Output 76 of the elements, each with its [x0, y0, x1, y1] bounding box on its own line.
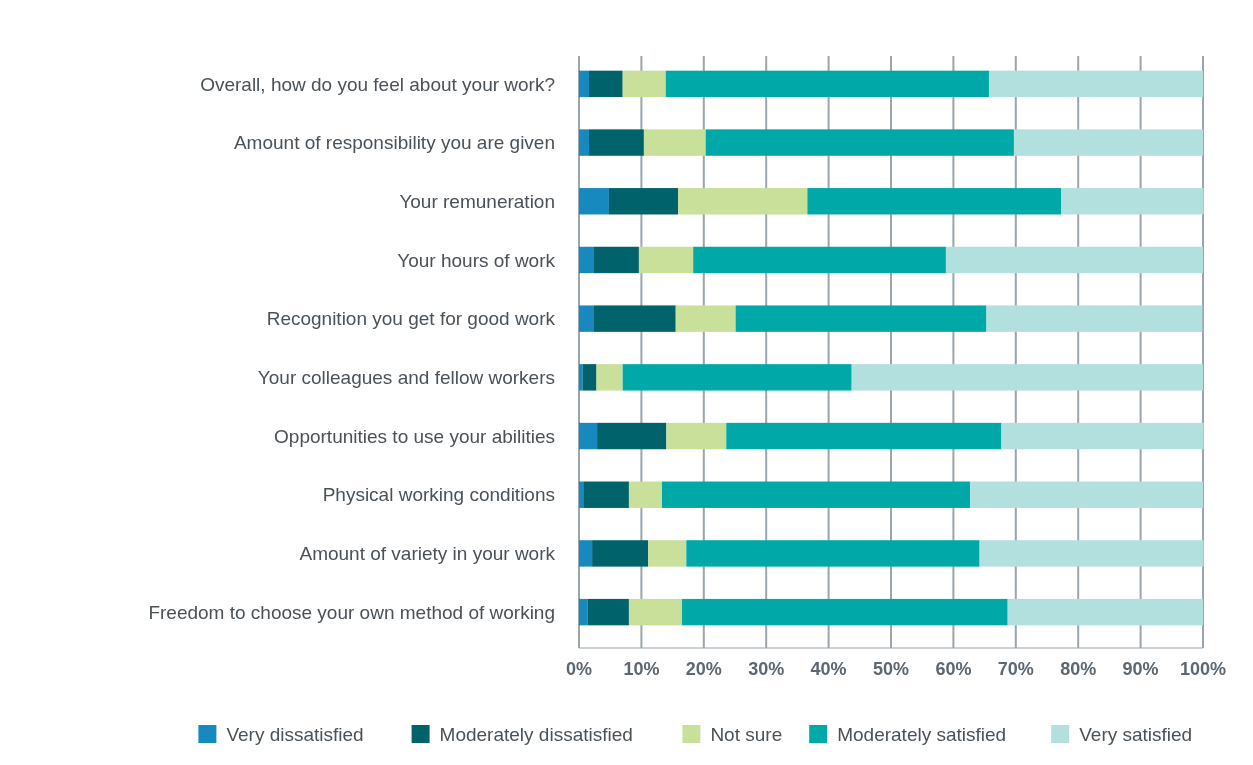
- bar: [593, 246, 639, 274]
- bar: [597, 422, 667, 450]
- x-tick-label: 20%: [685, 659, 722, 679]
- legend-label: Very dissatisfied: [226, 723, 364, 745]
- legend-label: Not sure: [710, 723, 783, 745]
- bar: [622, 70, 666, 98]
- y-tick-label: Freedom to choose your own method of working: [148, 601, 555, 623]
- bar: [622, 364, 852, 391]
- bar: [579, 422, 598, 450]
- x-tick-label: 100%: [1179, 659, 1227, 679]
- bar: [608, 188, 679, 215]
- bar: [592, 540, 649, 567]
- bar: [648, 540, 687, 567]
- bar: [851, 364, 1203, 391]
- bar: [681, 598, 1008, 626]
- bar: [582, 364, 597, 391]
- bar: [579, 129, 589, 156]
- bar: [675, 305, 736, 332]
- bar: [693, 246, 946, 274]
- x-tick-label: 60%: [935, 659, 972, 679]
- bar: [661, 481, 971, 508]
- bar: [579, 188, 609, 215]
- bar: [588, 129, 644, 156]
- x-tick-label: 10%: [623, 659, 660, 679]
- bar: [579, 305, 594, 332]
- x-tick-label: 30%: [748, 659, 785, 679]
- bar: [643, 129, 706, 156]
- bar: [979, 540, 1204, 567]
- bar: [1007, 598, 1203, 626]
- bar: [628, 481, 662, 508]
- bar: [686, 540, 980, 567]
- bar: [735, 305, 987, 332]
- bar: [970, 481, 1203, 508]
- bar: [945, 246, 1203, 274]
- legend-label: Moderately satisfied: [837, 723, 1007, 745]
- bar: [705, 129, 1014, 156]
- x-tick-label: 80%: [1060, 659, 1097, 679]
- bar: [988, 70, 1203, 98]
- bar: [579, 364, 583, 391]
- bar: [588, 70, 623, 98]
- y-tick-label: Your colleagues and fellow workers: [257, 367, 555, 388]
- bar: [1061, 188, 1204, 215]
- x-tick-label: 40%: [810, 659, 847, 679]
- bar: [596, 364, 623, 391]
- x-tick-label: 50%: [872, 659, 910, 679]
- y-tick-label: Your hours of work: [397, 249, 556, 271]
- y-tick-label: Amount of responsibility you are given: [233, 132, 555, 154]
- bar: [638, 246, 694, 274]
- bar: [579, 246, 594, 274]
- x-tick-label: 90%: [1122, 659, 1159, 679]
- bar: [986, 305, 1203, 332]
- bar: [628, 598, 682, 626]
- legend-label: Very satisfied: [1079, 723, 1193, 745]
- bar: [579, 481, 584, 508]
- bar: [726, 422, 1002, 450]
- bar: [587, 598, 629, 626]
- bar: [1001, 422, 1204, 450]
- y-tick-label: Amount of variety in your work: [299, 543, 556, 565]
- x-tick-label: 0%: [565, 659, 593, 679]
- legend-label: Moderately dissatisfied: [439, 723, 633, 745]
- y-tick-label: Your remuneration: [399, 190, 555, 212]
- bar: [807, 188, 1062, 215]
- y-tick-label: Recognition you get for good work: [266, 308, 556, 330]
- bar: [583, 481, 629, 508]
- bar: [678, 188, 808, 215]
- bar: [666, 422, 727, 450]
- y-tick-label: Overall, how do you feel about your work?: [200, 73, 555, 95]
- bar: [579, 540, 593, 567]
- y-tick-label: Opportunities to use your abilities: [274, 425, 555, 447]
- bar: [579, 70, 589, 98]
- y-tick-label: Physical working conditions: [322, 484, 555, 506]
- bar: [593, 305, 676, 332]
- bar: [579, 598, 588, 626]
- x-tick-label: 70%: [997, 659, 1034, 679]
- bar: [1013, 129, 1203, 156]
- bar: [665, 70, 989, 98]
